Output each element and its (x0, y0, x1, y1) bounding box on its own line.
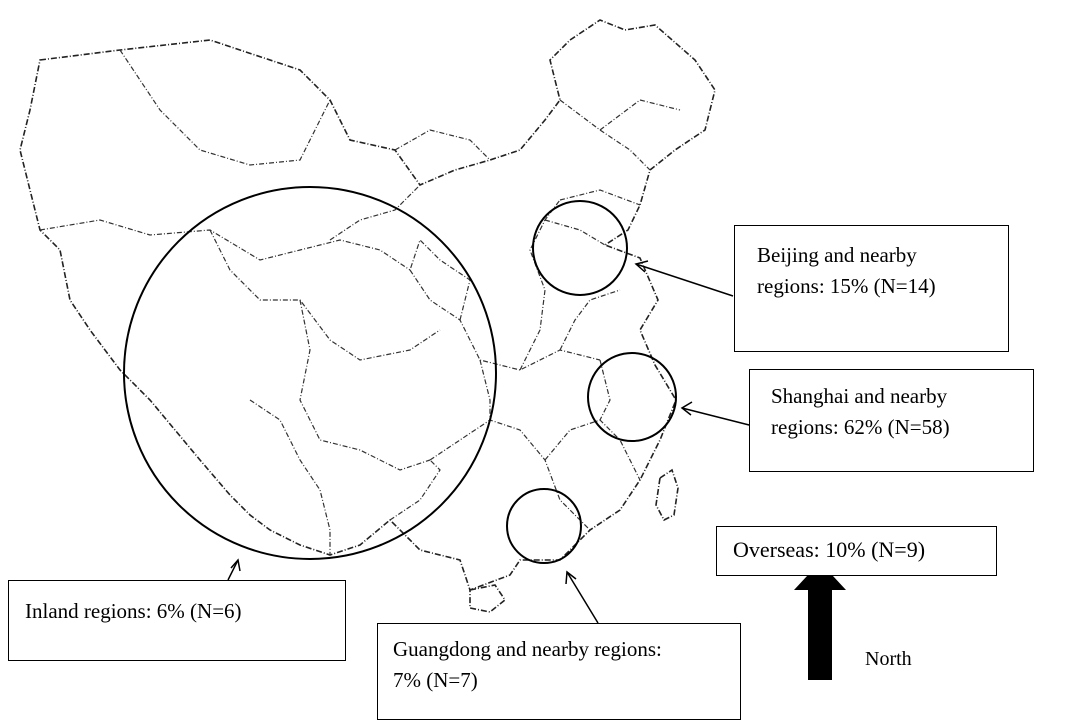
overseas-label: Overseas: 10% (N=9) (716, 526, 997, 576)
shanghai-region-circle (587, 352, 677, 442)
inland-label: Inland regions: 6% (N=6) (8, 580, 346, 661)
beijing-label-line2: regions: 15% (N=14) (757, 274, 936, 298)
guangdong-label-line1: Guangdong and nearby regions: (393, 637, 662, 661)
shanghai-label: Shanghai and nearby regions: 62% (N=58) (749, 369, 1034, 472)
hainan-outline (469, 584, 507, 613)
north-arrow-icon (794, 562, 846, 680)
inland-region-circle (123, 186, 497, 560)
guangdong-region-circle (506, 488, 582, 564)
north-label: North (865, 648, 912, 670)
leader-arrows (227, 260, 758, 624)
overseas-label-line1: Overseas: 10% (N=9) (733, 537, 926, 562)
inland-label-line1: Inland regions: 6% (N=6) (25, 599, 242, 623)
taiwan-outline (655, 468, 679, 522)
beijing-region-circle (532, 200, 628, 296)
beijing-label: Beijing and nearby regions: 15% (N=14) (734, 225, 1009, 352)
shanghai-label-line1: Shanghai and nearby (771, 384, 948, 408)
province-borders (39, 49, 681, 555)
shanghai-label-line2: regions: 62% (N=58) (771, 415, 950, 439)
guangdong-label: Guangdong and nearby regions: 7% (N=7) (377, 623, 741, 720)
country-outline (19, 19, 716, 592)
guangdong-label-line2: 7% (N=7) (393, 668, 478, 692)
beijing-label-line1: Beijing and nearby (757, 243, 917, 267)
